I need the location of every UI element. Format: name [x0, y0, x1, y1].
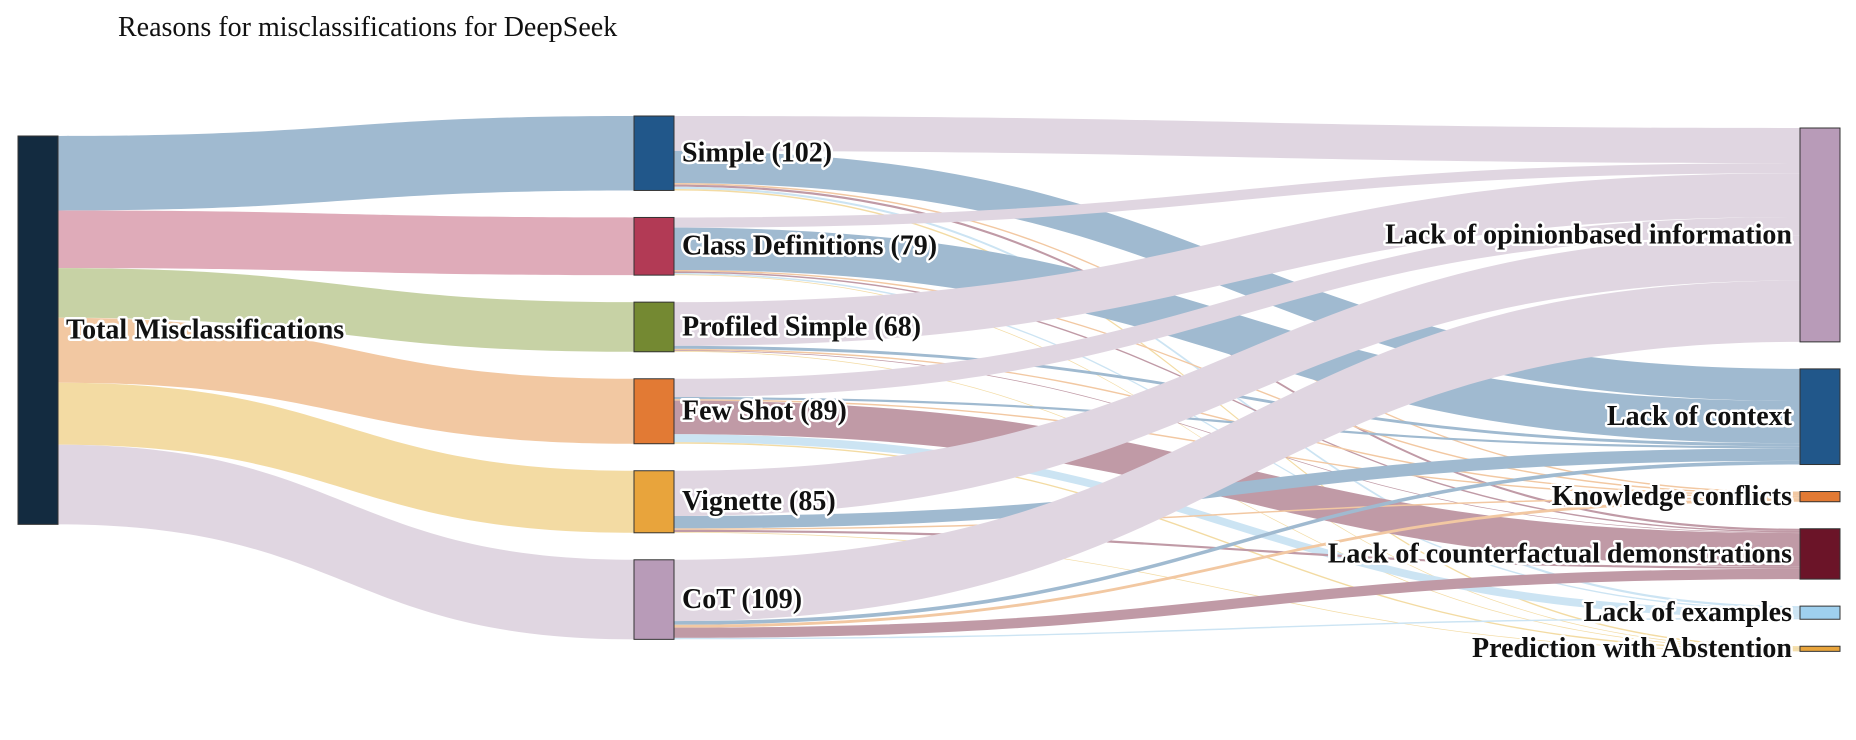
link-classdef-to-opinion: [674, 163, 1800, 228]
link-vignette-to-context: [674, 448, 1800, 529]
link-total-to-vignette: [58, 382, 634, 533]
link-vignette-to-opinion: [674, 235, 1800, 516]
node-label-simple: Simple (102): [682, 138, 832, 169]
link-vignette-to-abstention: [674, 532, 1800, 652]
link-total-to-classdef: [58, 210, 634, 276]
link-classdef-to-counterfactual: [674, 271, 1800, 533]
node-examples: [1799, 605, 1841, 620]
node-label-classdef: Class Definitions (79): [682, 231, 937, 262]
node-label-counterfactual: Lack of counterfactual demonstrations: [1328, 538, 1792, 569]
link-fewshot-to-abstention: [674, 442, 1800, 651]
node-label-knowledge: Knowledge conflicts: [1552, 481, 1792, 512]
link-simple-to-opinion: [674, 116, 1800, 164]
diagram-title: Reasons for misclassifications for DeepS…: [118, 12, 617, 43]
link-profiled-to-opinion: [674, 173, 1800, 346]
node-counterfactual: [1799, 528, 1841, 580]
node-label-opinion: Lack of opinionbased information: [1385, 219, 1792, 250]
link-cot-to-opinion: [674, 280, 1800, 622]
link-total-to-cot: [58, 444, 634, 640]
node-label-cot: CoT (109): [682, 584, 802, 615]
node-label-vignette: Vignette (85): [682, 486, 836, 517]
node-label-profiled: Profiled Simple (68): [682, 311, 921, 342]
link-vignette-to-knowledge: [674, 497, 1800, 530]
link-simple-to-abstention: [674, 189, 1800, 648]
node-classdef: [633, 216, 675, 276]
node-total: [17, 135, 59, 525]
node-label-examples: Lack of examples: [1584, 597, 1793, 628]
node-context: [1799, 368, 1841, 466]
node-opinion: [1799, 127, 1841, 343]
link-fewshot-to-opinion: [674, 217, 1800, 398]
node-knowledge: [1799, 491, 1841, 503]
node-profiled: [633, 301, 675, 353]
link-vignette-to-counterfactual: [674, 529, 1800, 569]
node-label-fewshot: Few Shot (89): [682, 396, 847, 427]
link-cot-to-knowledge: [674, 498, 1800, 628]
flow-links: [58, 116, 1800, 652]
link-total-to-profiled: [58, 268, 634, 352]
node-label-abstention: Prediction with Abstention: [1472, 633, 1792, 664]
node-vignette: [633, 470, 675, 534]
link-fewshot-to-examples: [674, 434, 1800, 618]
link-total-to-simple: [58, 116, 634, 211]
node-label-total: Total Misclassifications: [66, 315, 344, 346]
node-simple: [633, 115, 675, 191]
node-cot: [633, 559, 675, 640]
link-cot-to-counterfactual: [674, 568, 1800, 638]
node-abstention: [1799, 645, 1841, 652]
link-cot-to-context: [674, 460, 1800, 625]
flow-nodes: [17, 115, 1841, 652]
node-fewshot: [633, 378, 675, 445]
link-classdef-to-context: [674, 227, 1800, 444]
node-label-context: Lack of context: [1607, 401, 1793, 432]
node-labels: Total Misclassifications Simple (102) Clas…: [64, 135, 1796, 667]
link-cot-to-examples: [674, 617, 1800, 640]
link-total-to-fewshot: [58, 317, 634, 444]
